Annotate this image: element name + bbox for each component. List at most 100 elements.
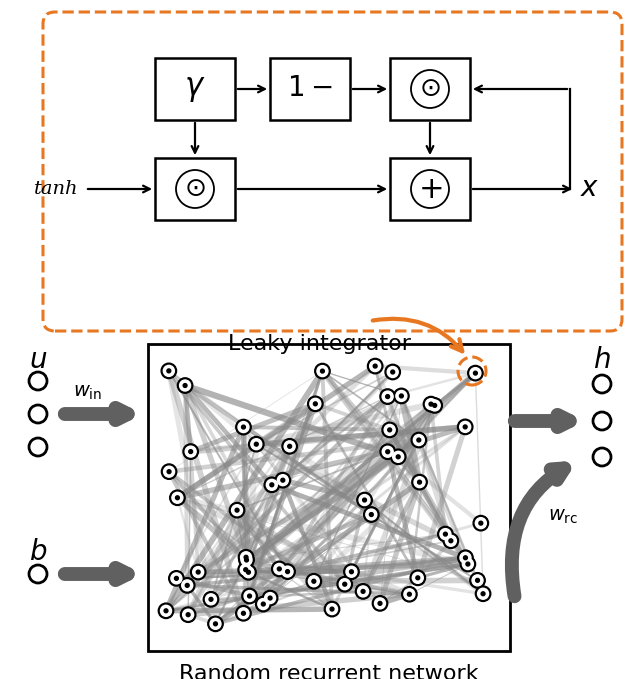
Circle shape	[380, 389, 396, 404]
Circle shape	[416, 576, 420, 580]
Text: $w_{\mathsf{in}}$: $w_{\mathsf{in}}$	[74, 384, 102, 402]
Circle shape	[364, 507, 379, 522]
Circle shape	[481, 592, 485, 595]
Circle shape	[175, 576, 179, 581]
Circle shape	[254, 442, 258, 446]
Bar	[390, 158, 470, 220]
Circle shape	[163, 365, 174, 376]
Circle shape	[244, 558, 248, 562]
Circle shape	[411, 70, 449, 108]
Circle shape	[382, 446, 393, 457]
Circle shape	[240, 564, 251, 575]
Circle shape	[241, 564, 256, 580]
Circle shape	[186, 612, 190, 617]
Circle shape	[382, 391, 393, 402]
Circle shape	[258, 599, 269, 610]
Circle shape	[282, 566, 293, 577]
Circle shape	[281, 478, 285, 482]
Circle shape	[161, 605, 172, 617]
Circle shape	[476, 586, 491, 602]
Circle shape	[388, 428, 392, 432]
Circle shape	[423, 397, 438, 412]
Circle shape	[167, 369, 171, 373]
Text: $\gamma$: $\gamma$	[184, 73, 205, 105]
Circle shape	[429, 402, 433, 406]
Circle shape	[314, 402, 317, 406]
Circle shape	[477, 588, 488, 600]
Circle shape	[277, 475, 288, 485]
Circle shape	[264, 477, 280, 492]
Text: tanh: tanh	[33, 180, 78, 198]
Circle shape	[373, 364, 377, 368]
Circle shape	[161, 363, 177, 379]
Circle shape	[232, 504, 243, 515]
Circle shape	[167, 470, 171, 473]
Circle shape	[346, 566, 357, 577]
Circle shape	[241, 555, 252, 566]
Circle shape	[433, 403, 436, 407]
Circle shape	[410, 570, 426, 585]
Circle shape	[176, 170, 214, 208]
Text: Random recurrent network: Random recurrent network	[179, 664, 479, 679]
Circle shape	[236, 606, 251, 621]
Circle shape	[185, 446, 196, 457]
Circle shape	[171, 573, 182, 584]
Circle shape	[390, 449, 406, 464]
Circle shape	[466, 562, 470, 566]
Circle shape	[255, 596, 271, 612]
Circle shape	[414, 477, 425, 488]
Circle shape	[440, 529, 451, 540]
Circle shape	[280, 564, 295, 579]
Circle shape	[182, 609, 194, 620]
Circle shape	[264, 593, 276, 604]
Circle shape	[358, 586, 369, 597]
Circle shape	[315, 363, 330, 379]
Circle shape	[306, 574, 321, 589]
Circle shape	[180, 380, 191, 391]
Circle shape	[262, 590, 278, 606]
Circle shape	[394, 388, 409, 403]
Circle shape	[429, 400, 440, 411]
Circle shape	[418, 480, 422, 484]
Text: $w_{\mathsf{rc}}$: $w_{\mathsf{rc}}$	[548, 508, 578, 526]
Circle shape	[180, 607, 196, 623]
Circle shape	[29, 405, 47, 423]
Circle shape	[164, 466, 175, 477]
Circle shape	[344, 564, 359, 579]
Circle shape	[238, 608, 249, 619]
Circle shape	[214, 622, 218, 626]
Circle shape	[396, 390, 407, 401]
Circle shape	[238, 562, 253, 577]
Circle shape	[172, 492, 183, 503]
Bar	[390, 58, 470, 120]
Circle shape	[337, 576, 353, 592]
Circle shape	[374, 598, 385, 609]
Circle shape	[261, 602, 265, 606]
Circle shape	[458, 550, 473, 566]
Circle shape	[317, 365, 328, 377]
Circle shape	[468, 365, 483, 381]
Circle shape	[378, 602, 382, 605]
Circle shape	[241, 611, 245, 615]
Circle shape	[462, 559, 474, 570]
Circle shape	[210, 619, 221, 629]
Text: $x$: $x$	[580, 175, 600, 202]
Circle shape	[244, 591, 255, 602]
Circle shape	[349, 570, 353, 574]
Text: $b$: $b$	[29, 538, 47, 566]
Circle shape	[339, 579, 350, 589]
Circle shape	[266, 479, 277, 490]
Circle shape	[164, 609, 168, 612]
Circle shape	[209, 598, 213, 601]
Circle shape	[593, 412, 611, 430]
Circle shape	[382, 422, 397, 437]
Circle shape	[472, 575, 483, 586]
Circle shape	[387, 367, 398, 378]
Circle shape	[243, 567, 254, 578]
Circle shape	[476, 579, 479, 583]
Text: $\odot$: $\odot$	[184, 177, 206, 202]
Circle shape	[463, 425, 467, 429]
Circle shape	[244, 555, 248, 559]
Circle shape	[241, 425, 245, 429]
Circle shape	[179, 578, 195, 593]
